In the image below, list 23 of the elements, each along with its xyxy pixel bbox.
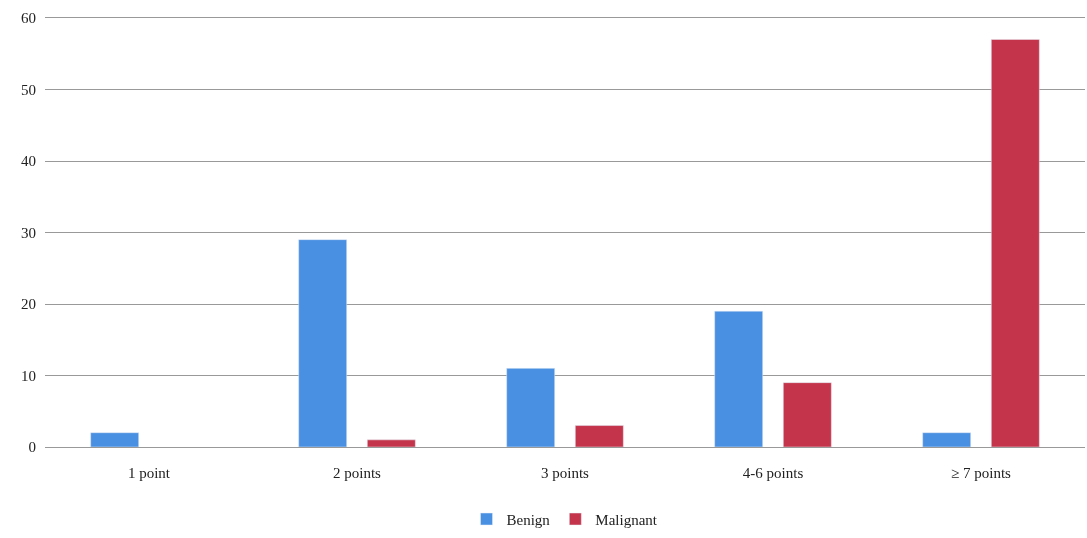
bar	[298, 239, 347, 447]
y-tick-label: 0	[28, 439, 36, 456]
legend-label: Benign	[506, 511, 551, 528]
y-tick-label: 30	[21, 224, 36, 241]
bar	[367, 439, 416, 447]
legend-label: Malignant	[595, 511, 658, 528]
y-tick-label: 10	[21, 367, 36, 384]
y-tick-label: 40	[21, 153, 36, 170]
bar	[575, 425, 624, 447]
x-tick-label: 4-6 points	[742, 465, 804, 482]
bar	[90, 432, 139, 447]
bar	[506, 368, 555, 447]
y-tick-label: 50	[21, 81, 36, 98]
bar	[991, 39, 1040, 447]
y-tick-label: 20	[21, 296, 36, 313]
bar	[714, 310, 763, 447]
x-tick-label: 3 points	[541, 465, 590, 482]
bar	[783, 382, 832, 447]
x-tick-label: ≥ 7 points	[951, 465, 1012, 482]
bar	[922, 432, 971, 447]
x-tick-label: 1 point	[127, 465, 171, 482]
y-tick-label: 60	[21, 10, 36, 27]
x-tick-label: 2 points	[333, 465, 382, 482]
